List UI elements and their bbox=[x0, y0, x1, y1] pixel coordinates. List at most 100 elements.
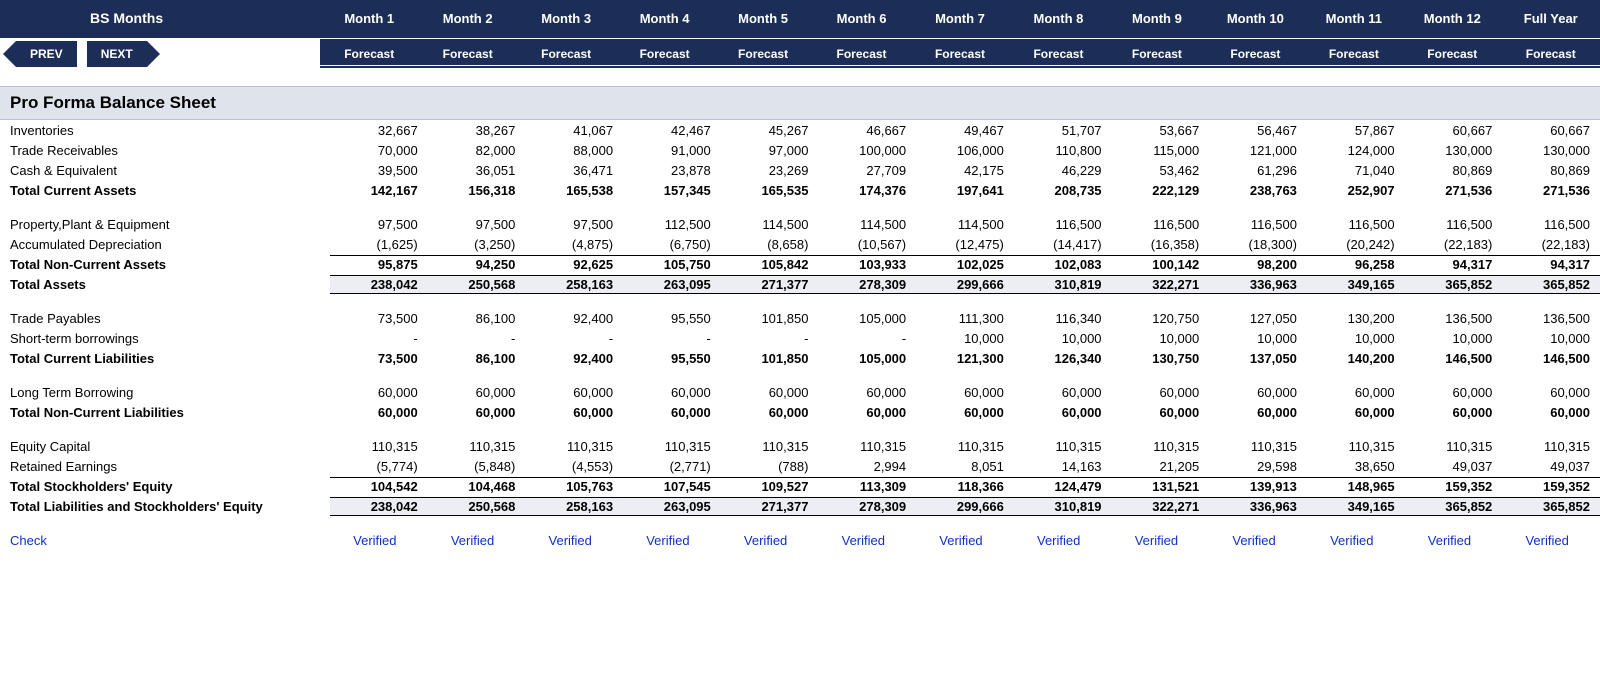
cell: 130,000 bbox=[1502, 142, 1600, 159]
cell: 116,500 bbox=[1014, 216, 1112, 233]
cell: 60,000 bbox=[721, 384, 819, 401]
row-label: Retained Earnings bbox=[10, 458, 330, 475]
sub-7: Forecast bbox=[911, 43, 1009, 66]
cell: 60,000 bbox=[428, 404, 526, 421]
rows-container: Inventories32,66738,26741,06742,46745,26… bbox=[0, 120, 1600, 550]
section-title: Pro Forma Balance Sheet bbox=[0, 86, 1600, 120]
prev-button[interactable]: PREV bbox=[16, 41, 77, 67]
cell: 97,500 bbox=[330, 216, 428, 233]
cell: 157,345 bbox=[623, 182, 721, 199]
spacer-row bbox=[0, 294, 1600, 308]
cell: 114,500 bbox=[818, 216, 916, 233]
cell: 60,667 bbox=[1502, 122, 1600, 139]
cell: 271,536 bbox=[1502, 182, 1600, 199]
sub-fy: Forecast bbox=[1502, 43, 1600, 66]
cell: 116,500 bbox=[1307, 216, 1405, 233]
cell: 10,000 bbox=[1502, 330, 1600, 347]
cell: 110,315 bbox=[428, 438, 526, 455]
cell: 60,000 bbox=[1502, 384, 1600, 401]
cell: 349,165 bbox=[1307, 497, 1405, 516]
cell: 95,550 bbox=[623, 310, 721, 327]
cell: 60,000 bbox=[428, 384, 526, 401]
col-month-11: Month 11 bbox=[1305, 7, 1403, 30]
cell: Verified bbox=[1502, 532, 1600, 549]
cell: 105,763 bbox=[525, 477, 623, 495]
row-label: Equity Capital bbox=[10, 438, 330, 455]
table-row: Total Non-Current Liabilities60,00060,00… bbox=[0, 402, 1600, 422]
table-row: Long Term Borrowing60,00060,00060,00060,… bbox=[0, 382, 1600, 402]
cell: 46,229 bbox=[1014, 162, 1112, 179]
cell: (22,183) bbox=[1405, 236, 1503, 253]
cell: 88,000 bbox=[525, 142, 623, 159]
col-month-5: Month 5 bbox=[714, 7, 812, 30]
cell: 322,271 bbox=[1112, 497, 1210, 516]
cell: 98,200 bbox=[1209, 255, 1307, 273]
col-month-6: Month 6 bbox=[812, 7, 910, 30]
cell: 60,000 bbox=[1307, 404, 1405, 421]
cell: 238,042 bbox=[330, 275, 428, 294]
cell: 197,641 bbox=[916, 182, 1014, 199]
cell: 45,267 bbox=[721, 122, 819, 139]
sub-3: Forecast bbox=[517, 43, 615, 66]
sub-9: Forecast bbox=[1108, 43, 1206, 66]
cell: 86,100 bbox=[428, 350, 526, 367]
sub-11: Forecast bbox=[1305, 43, 1403, 66]
table-row: Accumulated Depreciation(1,625)(3,250)(4… bbox=[0, 234, 1600, 254]
table-row: Total Stockholders' Equity104,542104,468… bbox=[0, 476, 1600, 496]
cell: 110,315 bbox=[1112, 438, 1210, 455]
cell: 258,163 bbox=[525, 497, 623, 516]
cell: 100,142 bbox=[1112, 255, 1210, 273]
cell: 116,340 bbox=[1014, 310, 1112, 327]
col-month-7: Month 7 bbox=[911, 7, 1009, 30]
header-row-months: BS Months Month 1 Month 2 Month 3 Month … bbox=[0, 0, 1600, 36]
cell: Verified bbox=[1014, 532, 1112, 549]
cell: 110,315 bbox=[916, 438, 1014, 455]
cell: 23,269 bbox=[721, 162, 819, 179]
cell: 238,042 bbox=[330, 497, 428, 516]
cell: 102,083 bbox=[1014, 255, 1112, 273]
cell: 94,317 bbox=[1405, 255, 1503, 273]
cell: 278,309 bbox=[818, 275, 916, 294]
cell: 114,500 bbox=[721, 216, 819, 233]
sub-4: Forecast bbox=[615, 43, 713, 66]
cell: 263,095 bbox=[623, 497, 721, 516]
spacer-row bbox=[0, 516, 1600, 530]
table-row: Inventories32,66738,26741,06742,46745,26… bbox=[0, 120, 1600, 140]
row-label: Long Term Borrowing bbox=[10, 384, 330, 401]
cell: 137,050 bbox=[1209, 350, 1307, 367]
cell: 10,000 bbox=[1014, 330, 1112, 347]
cell: 102,025 bbox=[916, 255, 1014, 273]
cell: 56,467 bbox=[1209, 122, 1307, 139]
spacer-row bbox=[0, 422, 1600, 436]
cell: 86,100 bbox=[428, 310, 526, 327]
table-row: Total Non-Current Assets95,87594,25092,6… bbox=[0, 254, 1600, 274]
cell: 60,000 bbox=[1112, 404, 1210, 421]
cell: 365,852 bbox=[1405, 275, 1503, 294]
cell: 131,521 bbox=[1112, 477, 1210, 495]
cell: 60,000 bbox=[525, 404, 623, 421]
cell: 60,000 bbox=[330, 404, 428, 421]
cell: - bbox=[623, 330, 721, 347]
next-button[interactable]: NEXT bbox=[87, 41, 147, 67]
cell: 38,267 bbox=[428, 122, 526, 139]
cell: 32,667 bbox=[330, 122, 428, 139]
cell: 36,471 bbox=[525, 162, 623, 179]
cell: 136,500 bbox=[1405, 310, 1503, 327]
cell: Verified bbox=[623, 532, 721, 549]
col-full-year: Full Year bbox=[1502, 7, 1600, 30]
cell: 57,867 bbox=[1307, 122, 1405, 139]
cell: 46,667 bbox=[818, 122, 916, 139]
table-row: Property,Plant & Equipment97,50097,50097… bbox=[0, 214, 1600, 234]
cell: 130,000 bbox=[1405, 142, 1503, 159]
cell: 95,550 bbox=[623, 350, 721, 367]
table-row: CheckVerifiedVerifiedVerifiedVerifiedVer… bbox=[0, 530, 1600, 550]
cell: 349,165 bbox=[1307, 275, 1405, 294]
spacer-row bbox=[0, 200, 1600, 214]
table-row: Short-term borrowings------10,00010,0001… bbox=[0, 328, 1600, 348]
cell: 159,352 bbox=[1405, 477, 1503, 495]
row-label: Total Current Liabilities bbox=[10, 350, 330, 367]
cell: 116,500 bbox=[1112, 216, 1210, 233]
cell: 110,315 bbox=[1209, 438, 1307, 455]
cell: 103,933 bbox=[818, 255, 916, 273]
cell: 96,258 bbox=[1307, 255, 1405, 273]
